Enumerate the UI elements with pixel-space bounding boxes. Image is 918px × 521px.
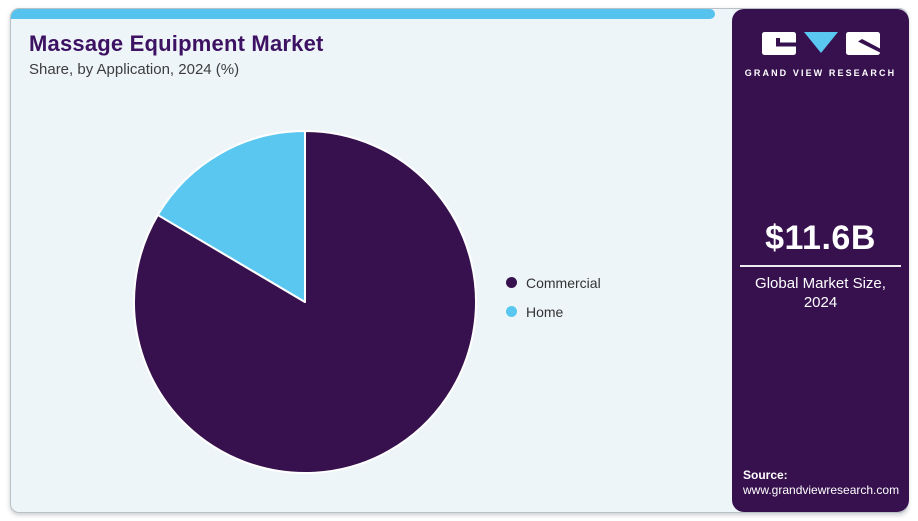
gvr-logo-icon [761, 32, 880, 55]
brand-logo: GRAND VIEW RESEARCH [732, 31, 909, 78]
divider-line [740, 265, 901, 267]
chart-header: Massage Equipment Market Share, by Appli… [29, 31, 324, 78]
market-size-callout: $11.6B Global Market Size, 2024 [732, 219, 909, 312]
page-title: Massage Equipment Market [29, 31, 324, 56]
source-label: Source: [743, 468, 788, 482]
brand-sidebar: GRAND VIEW RESEARCH $11.6B Global Market… [732, 9, 909, 512]
pie-slice-home [156, 130, 306, 303]
legend-label-home: Home [526, 303, 564, 320]
source-attribution: Source: www.grandviewresearch.com [743, 468, 899, 498]
market-size-caption: Global Market Size, 2024 [755, 275, 886, 311]
legend-swatch-home-icon [506, 306, 517, 317]
legend-item-home: Home [506, 302, 601, 321]
brand-name: GRAND VIEW RESEARCH [744, 68, 897, 78]
pie-chart [133, 130, 477, 474]
top-accent-strip [11, 9, 715, 19]
market-size-value: $11.6B [765, 219, 876, 257]
legend-label-commercial: Commercial [526, 274, 601, 291]
page-subtitle: Share, by Application, 2024 (%) [29, 61, 240, 78]
legend-item-commercial: Commercial [506, 273, 601, 292]
infographic-card: Massage Equipment Market Share, by Appli… [10, 8, 909, 513]
source-url[interactable]: www.grandviewresearch.com [743, 483, 900, 497]
chart-legend: Commercial Home [506, 273, 601, 321]
legend-swatch-commercial-icon [506, 277, 517, 288]
